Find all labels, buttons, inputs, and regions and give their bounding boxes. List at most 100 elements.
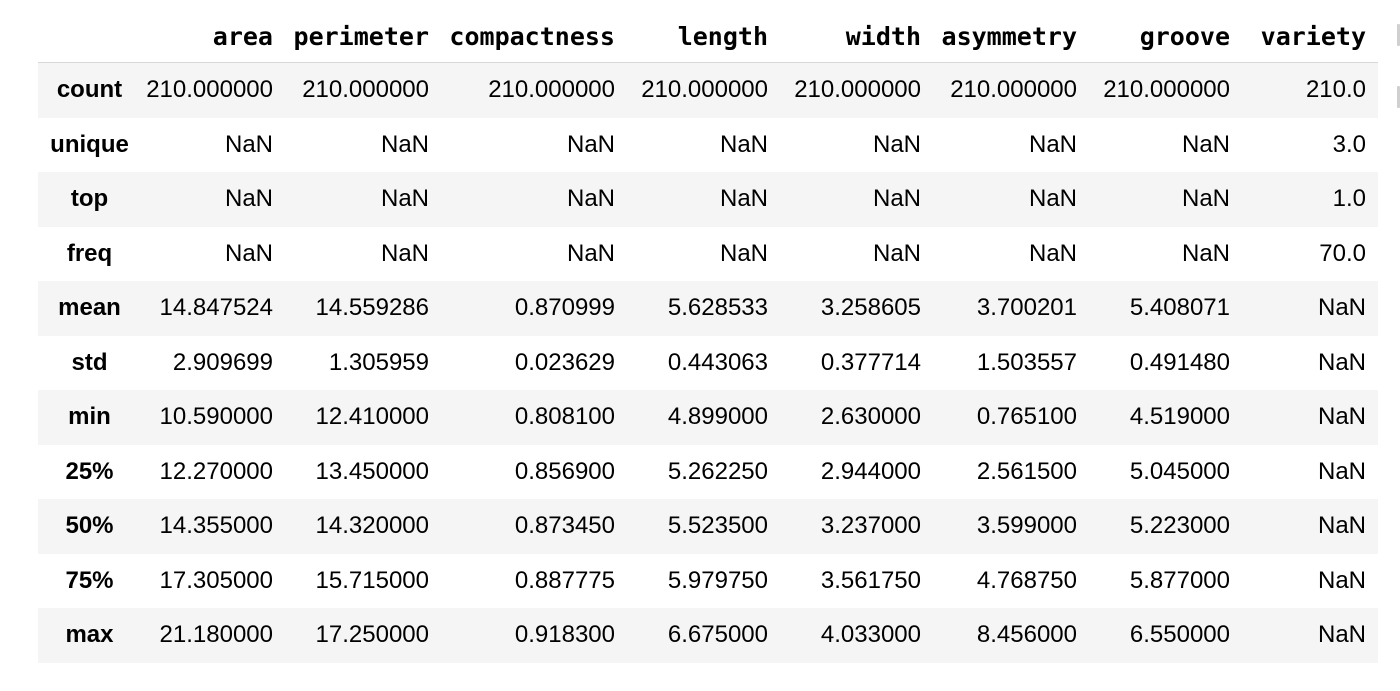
table-cell: NaN [1317,403,1366,431]
table-row: mean 14.847524 14.559286 0.870999 5.6285… [38,281,1378,336]
dataframe-output: area perimeter compactness length width … [38,10,1378,663]
table-cell: 1.503557 [976,348,1077,376]
table-cell: 5.979750 [667,566,768,594]
table-cell: NaN [1317,566,1366,594]
table-cell: 0.023629 [514,348,615,376]
table-cell: 210.000000 [641,76,768,104]
table-cell: 5.877000 [1129,566,1230,594]
table-cell: 3.237000 [820,512,921,540]
table-cell: 210.000000 [146,76,273,104]
table-cell: 0.870999 [514,294,615,322]
table-cell: 0.765100 [976,403,1077,431]
table-row: 75% 17.305000 15.715000 0.887775 5.97975… [38,553,1378,608]
table-cell: NaN [719,130,768,158]
table-cell: 2.630000 [820,403,921,431]
index-header [38,10,141,63]
row-index: count [56,76,123,104]
table-cell: NaN [1181,185,1230,213]
table-cell: NaN [224,239,273,267]
table-cell: 21.180000 [159,621,273,649]
table-cell: 17.305000 [159,566,273,594]
row-index: unique [50,130,129,158]
table-row: top NaN NaN NaN NaN NaN NaN NaN 1.0 [38,172,1378,227]
table-cell: NaN [1317,512,1366,540]
table-cell: NaN [1317,348,1366,376]
table-cell: NaN [1317,457,1366,485]
table-cell: NaN [1181,239,1230,267]
table-cell: NaN [566,185,615,213]
table-cell: 0.491480 [1129,348,1230,376]
table-cell: NaN [872,239,921,267]
table-cell: 210.000000 [794,76,921,104]
table-row: 50% 14.355000 14.320000 0.873450 5.52350… [38,499,1378,554]
column-header-row: area perimeter compactness length width … [38,10,1378,63]
column-header-variety: variety [1242,10,1378,63]
clipped-column-edge [1397,24,1400,46]
table-cell: 5.408071 [1129,294,1230,322]
table-cell: 3.599000 [976,512,1077,540]
table-cell: 0.377714 [820,348,921,376]
table-cell: 0.856900 [514,457,615,485]
table-cell: 3.561750 [820,566,921,594]
table-cell: NaN [872,185,921,213]
table-row: max 21.180000 17.250000 0.918300 6.67500… [38,608,1378,663]
column-header-length: length [627,10,780,63]
table-cell: NaN [1317,621,1366,649]
table-cell: 6.675000 [667,621,768,649]
table-cell: 5.045000 [1129,457,1230,485]
table-cell: 210.000000 [302,76,429,104]
table-cell: NaN [1028,239,1077,267]
table-cell: 5.262250 [667,457,768,485]
table-cell: NaN [1181,130,1230,158]
table-cell: 0.918300 [514,621,615,649]
table-cell: NaN [224,130,273,158]
table-cell: 0.443063 [667,348,768,376]
column-header-area: area [141,10,285,63]
row-index: freq [66,239,113,267]
row-index: min [68,403,111,431]
table-row: count 210.000000 210.000000 210.000000 2… [38,62,1378,118]
table-cell: NaN [380,239,429,267]
table-cell: NaN [719,239,768,267]
table-cell: 210.000000 [1103,76,1230,104]
table-row: min 10.590000 12.410000 0.808100 4.89900… [38,390,1378,445]
row-index: mean [58,294,121,322]
table-cell: 2.561500 [976,457,1077,485]
table-row: std 2.909699 1.305959 0.023629 0.443063 … [38,335,1378,390]
table-cell: 4.033000 [820,621,921,649]
table-cell: 1.0 [1332,185,1366,213]
table-cell: 15.715000 [315,566,429,594]
describe-table: area perimeter compactness length width … [38,10,1378,663]
row-index: top [70,185,109,213]
table-cell: 14.320000 [315,512,429,540]
table-cell: 3.0 [1332,130,1366,158]
column-header-asymmetry: asymmetry [933,10,1089,63]
table-cell: 14.355000 [159,512,273,540]
table-cell: 8.456000 [976,621,1077,649]
row-index: 50% [65,512,114,540]
table-cell: NaN [1317,294,1366,322]
table-row: 25% 12.270000 13.450000 0.856900 5.26225… [38,444,1378,499]
table-row: freq NaN NaN NaN NaN NaN NaN NaN 70.0 [38,226,1378,281]
table-cell: NaN [566,130,615,158]
table-cell: 1.305959 [328,348,429,376]
row-index: std [71,348,108,376]
table-cell: 5.523500 [667,512,768,540]
column-header-groove: groove [1089,10,1242,63]
column-header-width: width [780,10,933,63]
table-cell: 5.628533 [667,294,768,322]
table-cell: 14.847524 [159,294,273,322]
table-cell: NaN [1028,185,1077,213]
table-cell: 12.270000 [159,457,273,485]
table-cell: 0.887775 [514,566,615,594]
table-cell: 12.410000 [315,403,429,431]
table-cell: 2.944000 [820,457,921,485]
table-cell: NaN [224,185,273,213]
table-cell: NaN [719,185,768,213]
clipped-column-edge [1397,86,1400,108]
table-cell: 3.258605 [820,294,921,322]
table-cell: 13.450000 [315,457,429,485]
table-cell: NaN [1028,130,1077,158]
table-cell: 17.250000 [315,621,429,649]
column-header-compactness: compactness [441,10,627,63]
